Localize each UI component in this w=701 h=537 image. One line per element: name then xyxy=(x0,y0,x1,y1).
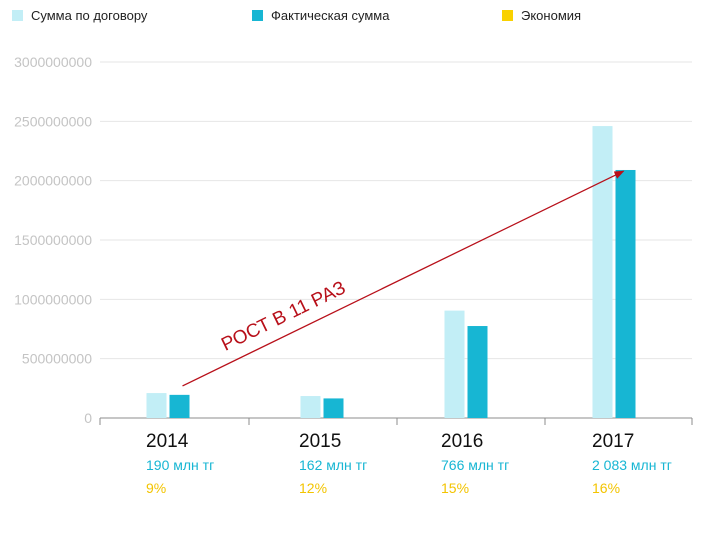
percent-label-2017: 16% xyxy=(592,480,620,496)
y-tick-label: 1000000000 xyxy=(14,291,92,307)
bar-2014-series-1 xyxy=(146,393,167,418)
percent-label-2016: 15% xyxy=(441,480,469,496)
percent-label-2014: 9% xyxy=(146,480,166,496)
x-tick-label-2014: 2014 xyxy=(146,431,189,452)
legend-swatch-savings xyxy=(502,10,513,21)
y-tick-label: 3000000000 xyxy=(14,54,92,70)
bar-2016-series-2 xyxy=(467,326,488,418)
y-tick-label: 2500000000 xyxy=(14,113,92,129)
chart-legend: Сумма по договору Фактическая сумма Экон… xyxy=(0,8,701,28)
x-tick-label-2017: 2017 xyxy=(592,431,634,452)
y-tick-label: 500000000 xyxy=(22,351,92,367)
legend-swatch-contract-sum xyxy=(12,10,23,21)
legend-swatch-actual-sum xyxy=(252,10,263,21)
y-tick-label: 2000000000 xyxy=(14,173,92,189)
legend-item-contract-sum: Сумма по договору xyxy=(12,8,147,23)
sum-label-2014: 190 млн тг xyxy=(146,457,214,473)
x-tick-label-2015: 2015 xyxy=(299,431,341,452)
sum-label-2015: 162 млн тг xyxy=(299,457,367,473)
bar-2017-series-2 xyxy=(615,169,636,418)
bar-2015-series-2 xyxy=(323,398,344,418)
bar-2016-series-1 xyxy=(444,310,465,418)
y-tick-label: 1500000000 xyxy=(14,232,92,248)
growth-annotation-label: РОСТ В 11 РАЗ xyxy=(218,277,349,355)
legend-item-actual-sum: Фактическая сумма xyxy=(252,8,389,23)
legend-label-actual-sum: Фактическая сумма xyxy=(271,8,390,23)
legend-item-savings: Экономия xyxy=(502,8,581,23)
x-tick-label-2016: 2016 xyxy=(441,431,483,452)
sum-label-2016: 766 млн тг xyxy=(441,457,509,473)
legend-label-contract-sum: Сумма по договору xyxy=(31,8,148,23)
legend-label-savings: Экономия xyxy=(521,8,582,23)
percent-label-2015: 12% xyxy=(299,480,327,496)
bar-2017-series-1 xyxy=(592,126,613,418)
bar-2014-series-2 xyxy=(169,394,190,418)
y-tick-label: 0 xyxy=(84,410,92,426)
growth-arrow xyxy=(182,170,625,387)
sum-label-2017: 2 083 млн тг xyxy=(592,457,672,473)
bar-2015-series-1 xyxy=(300,396,321,418)
